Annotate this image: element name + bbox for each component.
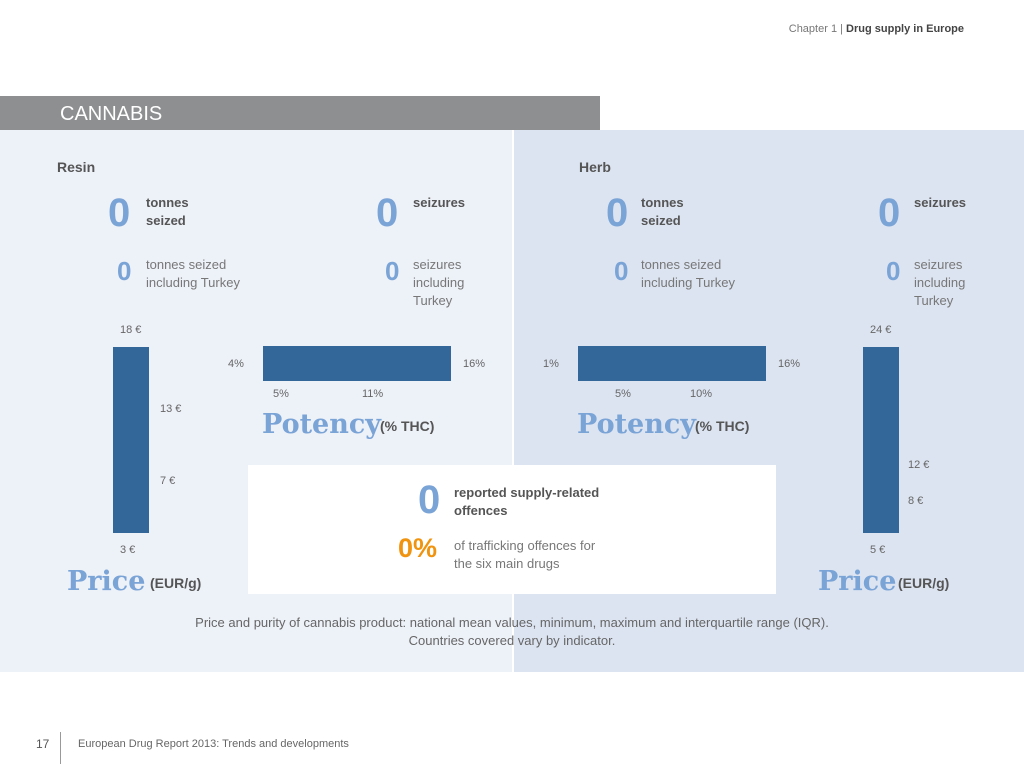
title-bar (0, 96, 600, 130)
section-label: Drug supply in Europe (846, 23, 964, 35)
herb-potency-min: 1% (543, 358, 559, 370)
caption-line-1: Price and purity of cannabis product: na… (195, 615, 829, 630)
chapter-header: Chapter 1 | Drug supply in Europe (788, 23, 964, 35)
herb-heading: Herb (579, 159, 611, 175)
herb-tonnes-turkey-label: tonnes seized including Turkey (641, 257, 735, 290)
resin-potency-max: 16% (463, 358, 486, 370)
resin-price-q3: 13 € (160, 403, 182, 415)
resin-price-bar (113, 347, 149, 533)
herb-seizures-label: seizures (914, 195, 967, 210)
offences-percent: 0% (398, 533, 438, 563)
herb-seizures-turkey-label: seizures including Turkey (914, 257, 966, 308)
offences-percent-label: of trafficking offences for the six main… (454, 538, 596, 571)
resin-price-q1: 7 € (160, 475, 176, 487)
resin-potency-title: Potency (262, 409, 381, 440)
herb-potency-max: 16% (778, 358, 801, 370)
footer-title: European Drug Report 2013: Trends and de… (78, 738, 349, 750)
herb-seizures-value: 0 (878, 191, 901, 235)
caption-line-2: Countries covered vary by indicator. (408, 633, 616, 648)
offences-value: 0 (418, 478, 441, 522)
herb-price-q3: 12 € (908, 459, 930, 471)
resin-heading: Resin (57, 159, 96, 175)
resin-tonnes-turkey-label: tonnes seized including Turkey (146, 257, 240, 290)
offences-label: reported supply-related offences (454, 485, 600, 518)
resin-potency-bar (263, 346, 451, 381)
resin-seizures-turkey-label: seizures including Turkey (413, 257, 465, 308)
herb-price-max: 24 € (870, 324, 892, 336)
resin-tonnes-turkey-value: 0 (117, 256, 132, 286)
resin-price-title: Price (67, 566, 146, 597)
herb-price-bar (863, 347, 899, 533)
resin-potency-min: 4% (228, 358, 244, 370)
offences-box (248, 465, 776, 594)
herb-potency-q3: 10% (690, 388, 713, 400)
page-title: CANNABIS (60, 103, 163, 125)
resin-potency-q1: 5% (273, 388, 289, 400)
resin-seizures-label: seizures (413, 195, 466, 210)
herb-potency-title: Potency (577, 409, 696, 440)
resin-potency-q3: 11% (362, 388, 384, 400)
herb-price-title: Price (818, 566, 897, 597)
herb-tonnes-value: 0 (606, 191, 629, 235)
resin-price-unit: (EUR/g) (150, 575, 202, 591)
herb-tonnes-turkey-value: 0 (614, 256, 629, 286)
resin-seizures-turkey-value: 0 (385, 256, 400, 286)
chapter-label: Chapter 1 (788, 23, 838, 35)
footer-divider (60, 732, 61, 764)
herb-potency-bar (578, 346, 766, 381)
herb-seizures-turkey-value: 0 (886, 256, 901, 286)
page-number: 17 (36, 737, 50, 751)
resin-price-min: 3 € (120, 544, 136, 556)
resin-seizures-value: 0 (376, 191, 399, 235)
herb-price-unit: (EUR/g) (898, 575, 950, 591)
herb-price-min: 5 € (870, 544, 886, 556)
herb-tonnes-label: tonnes seized (641, 195, 684, 228)
herb-price-q1: 8 € (908, 495, 924, 507)
resin-tonnes-label: tonnes seized (146, 195, 189, 228)
resin-potency-unit: (% THC) (380, 418, 435, 434)
herb-potency-q1: 5% (615, 388, 631, 400)
resin-price-max: 18 € (120, 324, 142, 336)
herb-potency-unit: (% THC) (695, 418, 750, 434)
resin-tonnes-value: 0 (108, 191, 131, 235)
